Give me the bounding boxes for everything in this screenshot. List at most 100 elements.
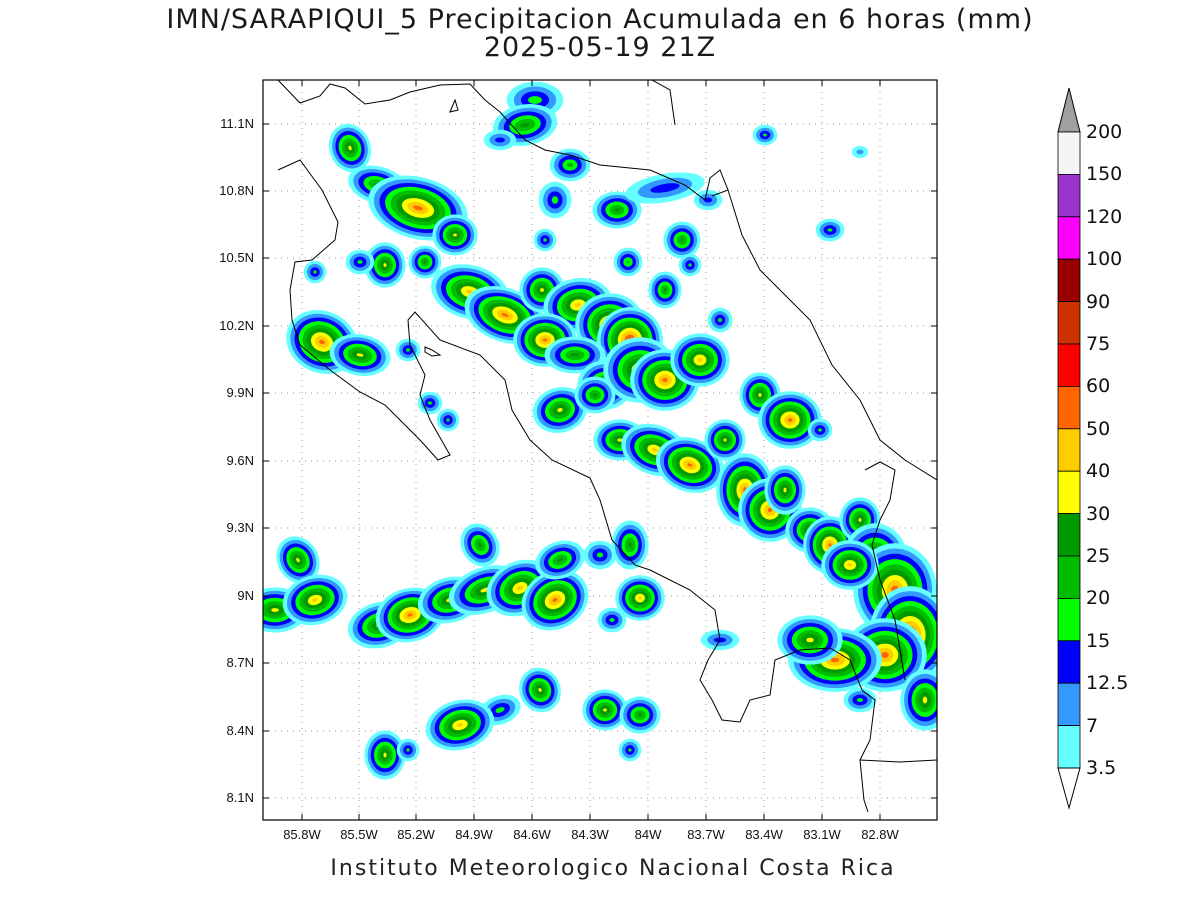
colorbar-swatch <box>1057 470 1081 515</box>
colorbar-swatch <box>1057 301 1081 345</box>
precip-cell <box>521 569 589 631</box>
precip-cell <box>693 189 723 211</box>
lat-tick-label: 9.6N <box>226 453 254 468</box>
precip-cell <box>408 245 442 279</box>
precip-cell <box>625 172 705 204</box>
precip-cell <box>460 523 500 567</box>
precip-cell <box>815 218 845 242</box>
colorbar-swatch <box>1057 131 1081 175</box>
precip-cell <box>843 687 877 713</box>
lon-tick-label: 84.3W <box>571 827 609 842</box>
colorbar-swatch <box>1057 428 1081 472</box>
lon-tick-label: 84.9W <box>455 827 493 842</box>
precip-cell <box>282 574 348 626</box>
lon-tick-label: 85.2W <box>397 827 435 842</box>
precip-cell <box>807 418 833 442</box>
precip-cell <box>678 253 702 277</box>
precip-cell <box>839 497 881 543</box>
precip-cell <box>549 148 591 182</box>
lat-tick-label: 9.3N <box>226 520 254 535</box>
precip-cell <box>303 260 327 284</box>
colorbar-swatch <box>1057 513 1081 557</box>
map-timestamp: 2025-05-19 21Z <box>483 32 717 63</box>
lon-tick-label: 82.8W <box>861 827 899 842</box>
colorbar-swatch <box>1057 555 1081 599</box>
precip-cell <box>533 228 557 252</box>
precip-cell <box>619 696 661 734</box>
precip-cell <box>425 699 495 751</box>
colorbar-swatch <box>1057 725 1081 769</box>
lat-tick-label: 10.8N <box>219 183 254 198</box>
precip-cell <box>364 242 406 288</box>
colorbar-label: 120 <box>1086 205 1123 228</box>
precip-cell <box>758 391 822 449</box>
precip-cell <box>777 615 843 665</box>
precip-cell <box>613 247 643 277</box>
precip-cell <box>328 123 372 173</box>
colorbar-label: 7 <box>1086 714 1099 737</box>
precip-cell <box>851 145 869 159</box>
precip-cell <box>648 271 682 309</box>
colorbar-swatch <box>1057 173 1081 218</box>
colorbar-swatch <box>1057 385 1081 430</box>
colorbar-label: 90 <box>1086 290 1111 313</box>
colorbar-label: 100 <box>1086 248 1123 271</box>
precip-cell <box>582 689 628 731</box>
colorbar-swatch <box>1057 343 1081 387</box>
lon-tick-label: 83.7W <box>687 827 725 842</box>
colorbar-over-arrow <box>1057 87 1081 133</box>
precip-cell <box>707 307 733 333</box>
precip-cell <box>611 520 649 570</box>
colorbar-label: 50 <box>1086 417 1111 440</box>
lon-tick-label: 85.8W <box>283 827 321 842</box>
coastlines <box>263 80 937 813</box>
precip-cell <box>592 191 642 229</box>
precip-cell <box>900 669 937 731</box>
precip-cell <box>704 419 746 461</box>
precip-cell <box>395 338 421 362</box>
precip-cell <box>417 391 443 415</box>
colorbar-swatch <box>1057 258 1081 303</box>
lat-tick-label: 8.1N <box>226 790 254 805</box>
precip-cell <box>663 221 701 259</box>
precip-cell <box>532 387 588 433</box>
precip-cell <box>656 437 724 493</box>
lat-tick-label: 8.7N <box>226 655 254 670</box>
precip-cell <box>535 540 585 580</box>
lat-tick-label: 9.9N <box>226 385 254 400</box>
precip-cell <box>345 249 375 275</box>
colorbar-swatch <box>1057 640 1081 684</box>
colorbar-label: 75 <box>1086 333 1111 355</box>
colorbar-label: 30 <box>1086 502 1111 525</box>
colorbar-swatch <box>1057 682 1081 727</box>
lon-tick-label: 85.5W <box>340 827 378 842</box>
map-frame <box>262 79 938 821</box>
lat-tick-label: 8.4N <box>226 723 254 738</box>
map-title: IMN/SARAPIQUI_5 Precipitacion Acumulada … <box>166 4 1034 35</box>
colorbar-label: 15 <box>1086 629 1111 652</box>
precip-cell <box>574 376 616 414</box>
institution-credit: Instituto Meteorologico Nacional Costa R… <box>330 856 896 881</box>
lon-tick-label: 83.1W <box>803 827 841 842</box>
colorbar-swatch <box>1057 598 1081 642</box>
lon-tick-label: 83.4W <box>745 827 783 842</box>
precip-cell <box>670 333 730 387</box>
precip-cell <box>752 124 778 146</box>
precip-cell <box>764 465 806 515</box>
precip-cell <box>821 540 879 590</box>
colorbar-label: 200 <box>1086 121 1123 143</box>
precip-cell <box>364 730 406 780</box>
lat-tick-label: 9N <box>237 588 254 603</box>
colorbar-under-arrow <box>1057 767 1081 810</box>
precip-cell <box>618 738 642 762</box>
precip-cell <box>483 129 517 151</box>
colorbar-label: 12.5 <box>1086 672 1129 695</box>
precip-cell <box>432 214 478 256</box>
lon-tick-label: 84W <box>634 827 662 842</box>
colorbar-label: 40 <box>1086 460 1111 483</box>
precip-cell <box>329 334 391 376</box>
precip-cell <box>276 536 320 584</box>
lat-tick-label: 10.2N <box>219 318 254 333</box>
colorbar-swatch <box>1057 216 1081 260</box>
